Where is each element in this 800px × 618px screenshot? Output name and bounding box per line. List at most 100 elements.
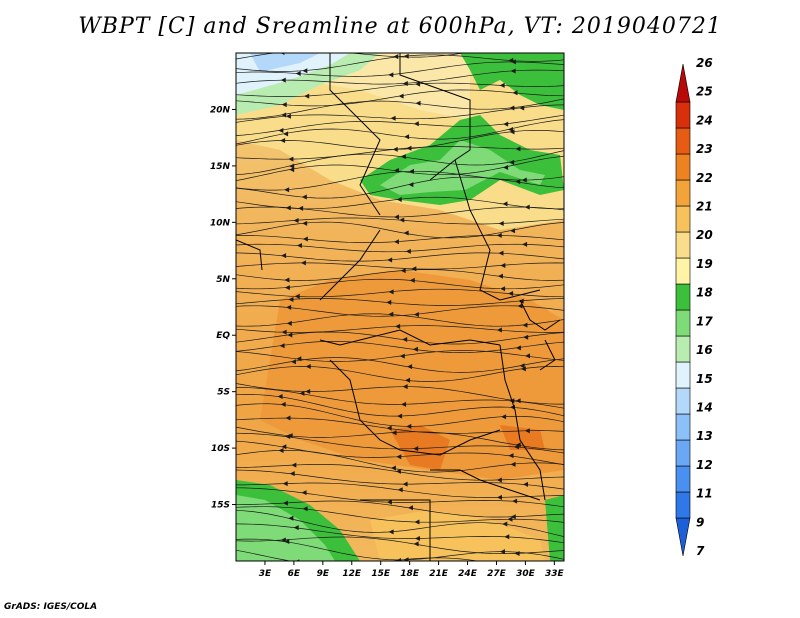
streamline-arrow xyxy=(282,500,288,506)
colorbar-swatch xyxy=(675,257,691,285)
streamline-arrow xyxy=(502,201,508,207)
streamline-arrow xyxy=(281,329,287,335)
streamline-arrow xyxy=(284,277,290,283)
colorbar-swatch xyxy=(675,491,691,519)
streamline-arrow xyxy=(289,163,295,169)
field-18c-se xyxy=(545,495,564,561)
colorbar-swatch-arrow-high xyxy=(675,63,691,103)
border-uganda-kenya xyxy=(519,299,561,331)
streamline-arrow xyxy=(393,239,399,245)
lon-tick-label: 15E xyxy=(371,569,391,579)
streamline-arrow xyxy=(503,164,509,170)
streamline xyxy=(236,387,564,409)
streamline-arrow xyxy=(520,366,526,372)
streamline-arrow xyxy=(497,273,503,279)
streamline-arrow xyxy=(524,428,530,434)
streamline xyxy=(236,221,564,239)
streamline xyxy=(236,487,564,508)
streamline-arrow xyxy=(524,204,530,210)
streamline xyxy=(236,262,564,270)
map-axes: 3E 6E 9E 12E 15E 18E 21E 24E 27E 30E 33E 20N 15N 10N 5… xyxy=(210,105,565,579)
lon-tick-label: 27E xyxy=(487,569,507,579)
streamline-arrow xyxy=(406,423,412,429)
streamline-arrow xyxy=(402,384,408,390)
colorbar-label: 12 xyxy=(696,458,713,472)
colorbar-swatch xyxy=(675,283,691,311)
border-zambia xyxy=(430,469,541,501)
streamline-arrow xyxy=(510,514,516,520)
streamline-arrow xyxy=(288,296,294,302)
streamline xyxy=(236,500,564,518)
colorbar-label: 20 xyxy=(696,228,713,242)
streamline-arrow xyxy=(285,113,291,119)
streamline-arrow xyxy=(396,454,402,460)
colorbar-label: 16 xyxy=(696,343,713,357)
streamline-arrow xyxy=(400,268,406,274)
colorbar-swatch xyxy=(675,413,691,441)
streamline-arrow xyxy=(404,134,410,140)
streamline-arrow xyxy=(280,401,286,407)
streamline-arrow xyxy=(396,197,402,203)
colorbar-label: 19 xyxy=(696,257,713,271)
streamline-arrow xyxy=(293,217,299,223)
border-niger-chad xyxy=(399,53,471,181)
streamline-arrow xyxy=(506,564,511,569)
streamline-arrow xyxy=(390,115,396,121)
streamline-arrow xyxy=(525,353,531,359)
colorbar-label: 25 xyxy=(696,85,713,99)
field-18c-ne xyxy=(460,53,564,110)
streamline-arrow xyxy=(294,293,300,299)
streamline-arrow xyxy=(523,334,529,340)
colorbar-label: 18 xyxy=(696,286,713,300)
border-car-drc xyxy=(319,329,501,346)
streamline-arrow xyxy=(499,549,505,555)
streamline xyxy=(236,366,564,382)
streamline xyxy=(236,536,564,554)
streamline-arrow xyxy=(282,481,288,487)
streamline-arrow xyxy=(285,433,291,439)
colorbar-label: 23 xyxy=(696,142,713,156)
streamline-arrow xyxy=(286,320,292,326)
streamline-arrow xyxy=(406,145,412,151)
streamline-arrow xyxy=(401,401,407,407)
streamline-arrow xyxy=(396,557,402,561)
streamline-arrow xyxy=(500,262,506,268)
streamline-arrow xyxy=(278,447,284,453)
streamline-arrow xyxy=(386,425,392,431)
lat-tick-label: 5N xyxy=(216,275,230,285)
streamline xyxy=(236,206,564,218)
lat-tick-label: 10N xyxy=(210,218,231,228)
colorbar-swatch-arrow-low xyxy=(675,517,691,557)
streamline xyxy=(236,69,564,85)
streamline-arrow xyxy=(510,228,516,234)
streamline-arrow xyxy=(402,336,408,342)
streamline xyxy=(236,417,564,434)
streamline xyxy=(236,130,564,150)
streamline-arrow xyxy=(397,413,403,419)
streamline-arrow xyxy=(288,515,294,521)
wbpt-field xyxy=(236,43,564,569)
field-23c xyxy=(390,425,450,470)
streamline-arrow xyxy=(496,494,502,500)
streamline-arrow xyxy=(415,81,421,87)
lat-tick-label: 15N xyxy=(210,162,231,172)
streamline-arrow xyxy=(413,311,419,317)
streamline-arrow xyxy=(521,177,527,183)
streamline xyxy=(236,383,564,405)
streamline-arrow xyxy=(509,43,514,48)
streamline-arrow xyxy=(394,214,400,220)
border-lake-victoria xyxy=(539,339,556,371)
streamline-arrow xyxy=(304,93,310,99)
streamline-arrow xyxy=(397,487,403,493)
streamline-arrow xyxy=(518,298,524,304)
streamline xyxy=(236,269,564,281)
country-borders xyxy=(236,53,561,561)
streamline-arrow xyxy=(305,388,311,394)
streamline-arrow xyxy=(501,414,507,420)
colorbar-swatch xyxy=(675,205,691,233)
colorbar-label: 15 xyxy=(696,372,713,386)
streamline-arrow xyxy=(413,541,419,547)
lat-tick-label: 20N xyxy=(210,105,231,115)
streamline-arrow xyxy=(502,521,508,527)
